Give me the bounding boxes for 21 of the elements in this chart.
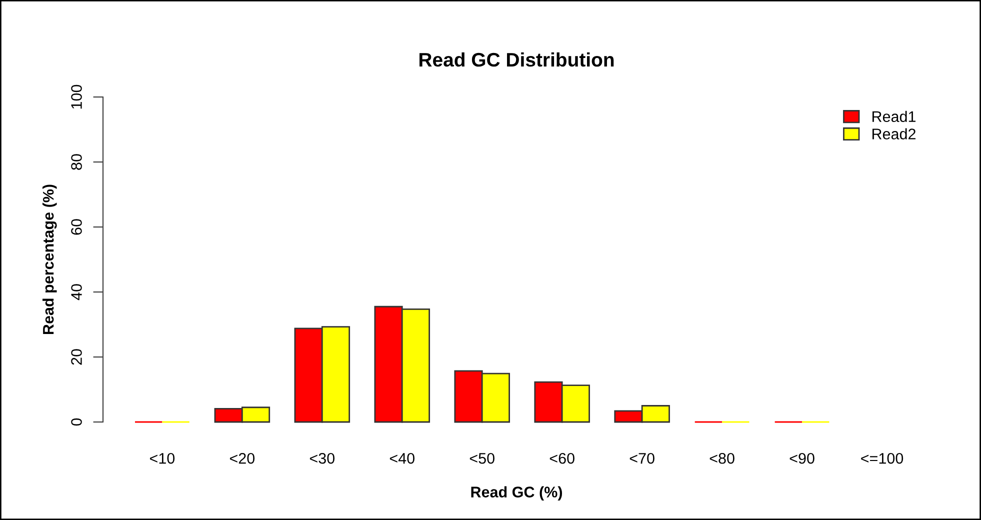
y-tick-label: 60 [71,219,82,235]
x-tick-label: <40 [390,452,414,464]
y-tick-label: 0 [71,418,82,426]
x-tick-label: <10 [150,452,175,464]
x-tick-label: <=100 [861,452,904,464]
y-tick-label: 20 [71,349,82,365]
x-tick-label: <80 [710,452,734,464]
y-tick-label: 80 [71,154,82,170]
legend-label: Read1 [872,110,916,122]
x-tick-label: <50 [470,452,494,464]
y-axis-title: Read percentage (%) [42,184,57,334]
y-tick-label: 100 [71,84,82,109]
x-tick-label: <90 [790,452,814,464]
chart-title: Read GC Distribution [420,52,614,67]
x-axis-title: Read GC (%) [471,486,562,500]
legend-label: Read2 [872,128,916,140]
x-tick-label: <60 [550,452,574,464]
x-tick-label: <30 [310,452,335,464]
x-tick-label: <20 [230,452,255,464]
y-tick-label: 40 [71,284,82,300]
x-tick-label: <70 [630,452,654,464]
